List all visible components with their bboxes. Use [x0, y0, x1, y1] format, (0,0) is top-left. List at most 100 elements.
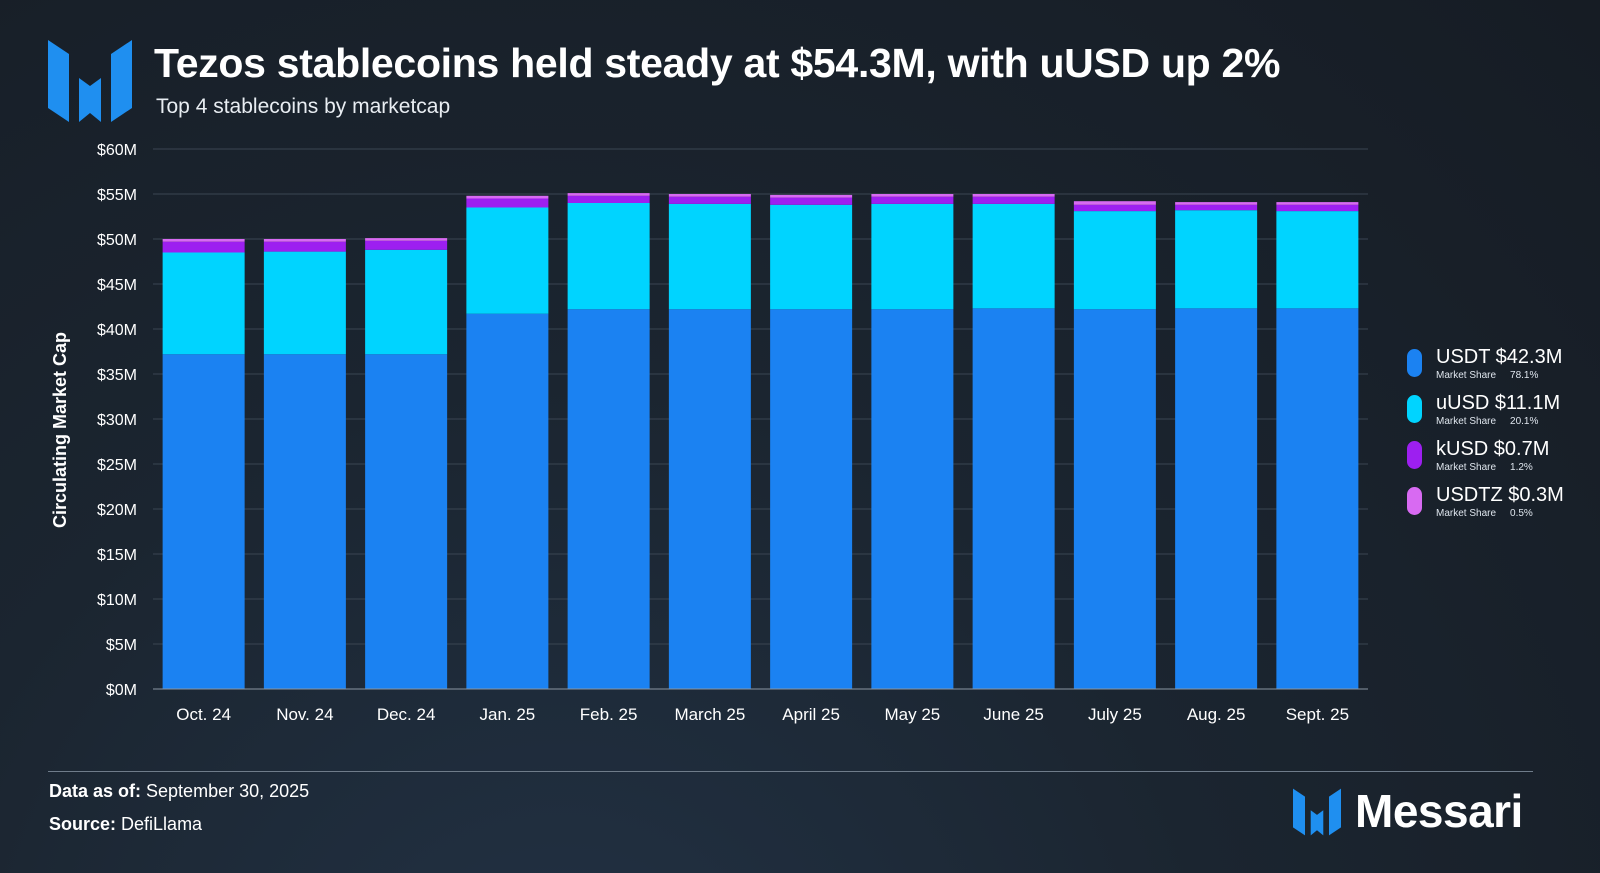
y-tick-label: $30M: [97, 412, 137, 429]
bar-usdtz: [770, 194, 853, 198]
y-axis-title: Circulating Market Cap: [50, 332, 70, 528]
bar-uusd: [770, 204, 853, 310]
bar-usdt: [770, 309, 853, 689]
x-tick-label: Sept. 25: [1286, 705, 1349, 724]
messari-brand-icon: [1293, 788, 1341, 836]
y-tick-label: $20M: [97, 502, 137, 519]
bar-kusd: [466, 198, 549, 208]
bar-kusd: [365, 240, 448, 250]
legend-item-kusd: kUSD $0.7M Market Share 1.2%: [1407, 438, 1592, 484]
x-tick-label: April 25: [782, 705, 840, 724]
legend-share-usdt: Market Share 78.1%: [1436, 370, 1539, 381]
bar-kusd: [871, 196, 954, 204]
bar-kusd: [1276, 204, 1359, 212]
x-tick-label: May 25: [885, 705, 941, 724]
bar-kusd: [162, 241, 245, 253]
y-tick-label: $5M: [106, 637, 137, 654]
bar-usdtz: [567, 193, 650, 196]
footer-divider: [48, 771, 1533, 772]
bar-usdt: [668, 309, 751, 689]
legend-swatch-usdt: [1407, 349, 1422, 377]
bar-usdt: [972, 308, 1055, 689]
data-as-of: Data as of: September 30, 2025: [49, 781, 310, 801]
y-tick-label: $35M: [97, 367, 137, 384]
x-tick-label: Nov. 24: [276, 705, 333, 724]
y-tick-label: $45M: [97, 277, 137, 294]
bar-kusd: [1073, 204, 1156, 212]
bar-uusd: [1073, 211, 1156, 310]
legend-item-uusd: uUSD $11.1M Market Share 20.1%: [1407, 392, 1592, 438]
bar-usdtz: [162, 239, 245, 242]
bar-usdtz: [1175, 202, 1258, 205]
y-tick-label: $25M: [97, 457, 137, 474]
x-tick-label: July 25: [1088, 705, 1142, 724]
bar-uusd: [466, 207, 549, 314]
y-tick-label: $50M: [97, 232, 137, 249]
bar-uusd: [871, 203, 954, 310]
legend-share-kusd: Market Share 1.2%: [1436, 462, 1533, 473]
bar-usdt: [1276, 308, 1359, 689]
legend-swatch-uusd: [1407, 395, 1422, 423]
x-tick-label: March 25: [674, 705, 745, 724]
bar-kusd: [567, 195, 650, 203]
x-tick-label: Aug. 25: [1187, 705, 1246, 724]
bar-usdt: [871, 309, 954, 689]
bar-kusd: [1175, 204, 1258, 211]
legend-swatch-usdtz: [1407, 487, 1422, 515]
legend-share-uusd: Market Share 20.1%: [1436, 416, 1539, 427]
x-tick-label: June 25: [983, 705, 1044, 724]
y-tick-label: $15M: [97, 547, 137, 564]
bar-uusd: [1276, 211, 1359, 309]
legend-item-usdtz: USDTZ $0.3M Market Share 0.5%: [1407, 484, 1592, 530]
bar-usdt: [567, 309, 650, 689]
bar-uusd: [668, 203, 751, 310]
bar-uusd: [365, 249, 448, 355]
x-tick-label: Dec. 24: [377, 705, 436, 724]
y-tick-label: $0M: [106, 682, 137, 699]
y-tick-label: $60M: [97, 142, 137, 159]
bar-usdtz: [972, 194, 1055, 197]
bar-usdtz: [263, 239, 346, 242]
legend-item-usdt: USDT $42.3M Market Share 78.1%: [1407, 346, 1592, 392]
bar-uusd: [263, 251, 346, 355]
source-line: Source: DefiLlama: [49, 814, 203, 834]
x-tick-label: Oct. 24: [176, 705, 231, 724]
bar-kusd: [770, 197, 853, 205]
bar-usdtz: [871, 194, 954, 197]
bar-usdt: [365, 354, 448, 689]
x-tick-label: Feb. 25: [580, 705, 638, 724]
chart-subtitle: Top 4 stablecoins by marketcap: [156, 95, 451, 118]
bar-usdt: [1175, 308, 1258, 689]
y-tick-label: $55M: [97, 187, 137, 204]
x-tick-label: Jan. 25: [479, 705, 535, 724]
bar-kusd: [263, 241, 346, 252]
bar-uusd: [972, 203, 1055, 309]
bar-usdtz: [365, 238, 448, 241]
legend-share-usdtz: Market Share 0.5%: [1436, 508, 1533, 519]
bar-usdtz: [668, 194, 751, 197]
legend-label-uusd: uUSD $11.1M: [1436, 392, 1561, 414]
legend-swatch-kusd: [1407, 441, 1422, 469]
bar-uusd: [162, 252, 245, 355]
bar-uusd: [1175, 210, 1258, 309]
bar-usdtz: [1073, 201, 1156, 205]
bar-usdt: [263, 354, 346, 689]
bar-usdt: [162, 354, 245, 689]
y-tick-label: $10M: [97, 592, 137, 609]
legend-label-usdtz: USDTZ $0.3M: [1436, 484, 1564, 506]
bar-kusd: [668, 196, 751, 204]
bar-uusd: [567, 203, 650, 310]
chart-title: Tezos stablecoins held steady at $54.3M,…: [154, 40, 1281, 86]
bar-kusd: [972, 196, 1055, 204]
bar-usdt: [1073, 309, 1156, 689]
legend-label-usdt: USDT $42.3M: [1436, 346, 1563, 368]
messari-logo-icon: [48, 40, 132, 122]
bar-usdtz: [1276, 202, 1359, 205]
legend-label-kusd: kUSD $0.7M: [1436, 438, 1550, 460]
y-tick-label: $40M: [97, 322, 137, 339]
brand-name: Messari: [1355, 785, 1523, 837]
bar-usdtz: [466, 195, 549, 199]
legend: USDT $42.3M Market Share 78.1% uUSD $11.1…: [1407, 346, 1592, 530]
bar-usdt: [466, 313, 549, 689]
